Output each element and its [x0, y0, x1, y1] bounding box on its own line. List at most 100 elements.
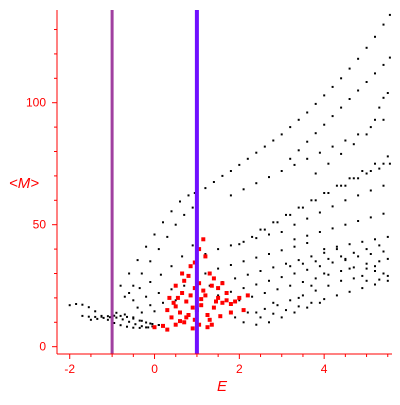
data-point [318, 151, 321, 154]
data-point [331, 145, 334, 148]
red-data-point [197, 247, 202, 252]
data-point [374, 72, 376, 75]
data-point [335, 245, 338, 248]
data-point [306, 242, 309, 244]
data-point [259, 228, 262, 231]
data-point [306, 306, 309, 309]
data-point [263, 292, 266, 294]
data-point [348, 177, 351, 180]
data-point [331, 261, 334, 264]
data-point [314, 102, 317, 105]
red-data-point [201, 288, 206, 293]
data-point [242, 321, 245, 324]
data-point [323, 251, 326, 254]
red-data-point [211, 276, 216, 281]
data-point [331, 227, 334, 230]
data-point [263, 228, 266, 231]
red-data-point [199, 303, 204, 308]
data-point [268, 279, 270, 282]
data-point [242, 260, 245, 263]
data-point [268, 321, 270, 324]
data-point [378, 244, 381, 247]
data-point [348, 290, 351, 293]
red-data-point [152, 325, 157, 330]
red-data-point [173, 283, 178, 288]
data-point [382, 184, 385, 187]
black-point-layer [68, 13, 391, 329]
data-point [268, 176, 270, 179]
x-axis-label: E [217, 378, 228, 395]
data-point [157, 324, 160, 326]
data-point [331, 85, 334, 88]
data-point [115, 311, 118, 314]
data-point [280, 316, 283, 319]
data-point [272, 139, 275, 142]
red-data-point [201, 237, 206, 242]
data-point [212, 181, 215, 183]
data-point [138, 287, 141, 290]
data-point [170, 210, 173, 213]
data-point [335, 248, 338, 251]
data-point [157, 248, 160, 251]
data-point [179, 200, 181, 203]
red-data-point [241, 308, 246, 313]
data-point [348, 98, 351, 100]
data-point [297, 149, 300, 152]
data-point [145, 245, 148, 248]
data-point [87, 306, 90, 309]
data-point [81, 303, 84, 306]
data-point [340, 270, 343, 272]
data-point [255, 323, 258, 326]
data-point [344, 199, 347, 202]
data-point [123, 295, 126, 298]
data-point [170, 265, 173, 268]
data-point [323, 298, 326, 301]
data-point [340, 279, 343, 282]
data-point [352, 266, 355, 269]
red-data-point [218, 314, 223, 319]
data-point [145, 295, 148, 298]
red-data-point [203, 293, 208, 298]
data-point [344, 184, 347, 187]
data-point [89, 318, 92, 321]
data-point [365, 46, 368, 49]
data-point [293, 272, 296, 275]
red-data-point [199, 297, 204, 302]
data-point [374, 265, 376, 268]
data-point [374, 118, 376, 121]
data-point [323, 123, 326, 126]
data-point [132, 299, 135, 302]
x-tick-label: 4 [321, 362, 328, 376]
data-point [246, 311, 249, 314]
data-point [301, 262, 304, 265]
red-data-point [171, 300, 176, 305]
data-point [369, 126, 372, 129]
data-point [96, 317, 99, 320]
data-point [87, 315, 90, 318]
red-data-point [214, 299, 218, 304]
data-point [365, 133, 368, 136]
data-point [331, 205, 334, 208]
data-point [293, 311, 296, 314]
data-point [170, 288, 173, 291]
red-data-point [188, 293, 193, 298]
data-point [234, 277, 237, 280]
data-point [119, 314, 122, 317]
data-point [297, 259, 300, 262]
data-point [306, 234, 309, 237]
data-point [306, 140, 309, 143]
data-point [280, 231, 283, 233]
data-point [272, 312, 275, 315]
data-point [276, 221, 279, 224]
data-point [386, 235, 389, 238]
data-point [293, 163, 296, 166]
data-point [369, 253, 372, 255]
data-point [285, 213, 287, 216]
red-data-point [197, 322, 202, 327]
x-tick-label: 2 [236, 362, 243, 376]
data-point [374, 238, 376, 241]
data-point [289, 213, 292, 216]
data-point [378, 260, 381, 263]
red-data-point [184, 315, 189, 320]
